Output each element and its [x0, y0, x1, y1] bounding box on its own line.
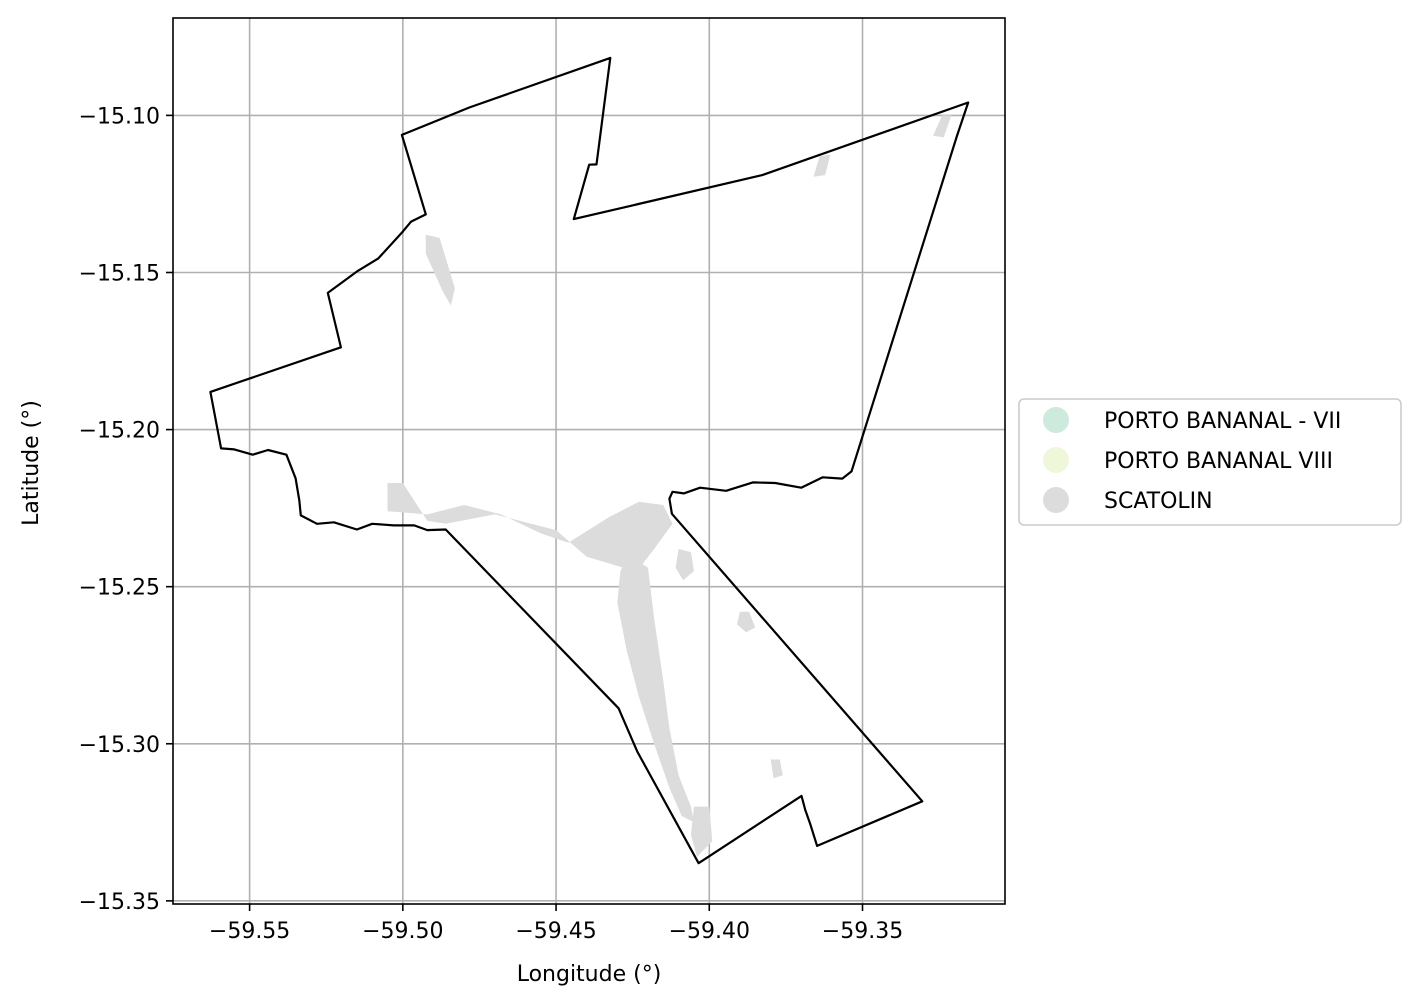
legend-label: SCATOLIN: [1104, 489, 1213, 514]
legend-marker: [1043, 487, 1069, 513]
x-tick-label: −59.40: [669, 919, 750, 944]
scatolin-patch: [736, 611, 756, 633]
x-tick-label: −59.35: [822, 919, 903, 944]
y-tick-label: −15.25: [79, 576, 160, 601]
scatolin-patch: [690, 806, 713, 857]
scatolin-patch: [617, 555, 694, 823]
plot-frame: [172, 17, 1006, 905]
legend-frame: [1018, 398, 1402, 526]
y-axis: −15.10 −15.15 −15.20 −15.25 −15.30 −15.35: [79, 104, 173, 915]
x-tick-label: −59.55: [209, 919, 290, 944]
scatolin-patch: [425, 234, 455, 306]
legend: PORTO BANANAL - VII PORTO BANANAL VIII SCA…: [1018, 398, 1402, 526]
x-tick-label: −59.45: [515, 919, 596, 944]
plot-area: −59.55 −59.50 −59.45 −59.40 −59.35 −15.10−15…: [79, 17, 1006, 944]
scatolin-patch: [770, 759, 783, 779]
legend-label: PORTO BANANAL VIII: [1104, 449, 1333, 474]
scatolin-patch: [387, 483, 673, 568]
y-tick-label: −15.15: [79, 261, 160, 286]
scatolin-patch: [813, 154, 831, 177]
y-tick-label: −15.10: [79, 104, 160, 129]
legend-label: PORTO BANANAL - VII: [1104, 409, 1341, 434]
scatolin-patches: [387, 115, 952, 857]
y-tick-label: −15.30: [79, 733, 160, 758]
y-tick-label: −15.35: [79, 890, 160, 915]
x-axis: −59.55 −59.50 −59.45 −59.40 −59.35: [209, 904, 903, 944]
scatolin-patch: [675, 549, 694, 581]
y-axis-label: Latitude (°): [19, 400, 44, 526]
plot-background: [173, 18, 1005, 904]
x-tick-label: −59.50: [362, 919, 443, 944]
legend-marker: [1043, 447, 1069, 473]
scatolin-patch: [933, 115, 952, 138]
x-axis-label: Longitude (°): [517, 962, 662, 987]
legend-marker: [1043, 407, 1069, 433]
farm-boundary: [209, 56, 970, 865]
grid-lines: [173, 18, 1005, 904]
y-tick-label: −15.20: [79, 419, 160, 444]
